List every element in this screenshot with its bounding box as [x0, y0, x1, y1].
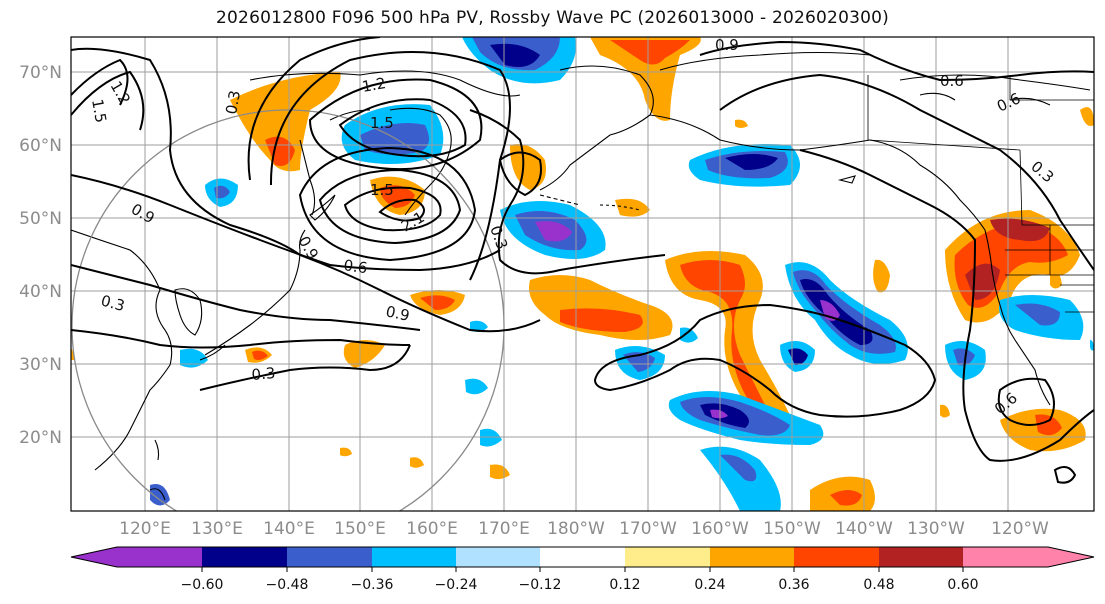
contour-label: 1.5 [88, 98, 110, 125]
contour-label: 1.5 [370, 114, 394, 132]
colorbar-segment [625, 547, 710, 567]
map-plot-area: 1.2 1.5 0.9 0.6 0.3 1.2 1.5 1.5 0.9 0.6 … [71, 36, 1094, 511]
colorbar-segment [963, 547, 1048, 567]
colorbar-tick-label: −0.60 [181, 577, 224, 593]
colorbar-segment [202, 547, 287, 567]
colorbar-segment [540, 547, 625, 567]
colorbar-tick-label: −0.48 [266, 577, 309, 593]
colorbar-outline [70, 546, 1095, 568]
lat-label: 60°N [19, 136, 62, 156]
colorbar: −0.60 −0.48 −0.36 −0.24 −0.12 0.12 0.24 … [70, 546, 1095, 593]
contour-label: 0.3 [99, 291, 127, 315]
distance-circle [71, 109, 505, 511]
map-title: 2026012800 F096 500 hPa PV, Rossby Wave … [216, 8, 889, 28]
contour-label: 0.9 [384, 302, 411, 325]
colorbar-tick-label: −0.24 [435, 577, 478, 593]
contour-label: 0.6 [940, 72, 964, 90]
colorbar-segment [456, 547, 540, 567]
pv-shading [71, 37, 1094, 511]
lat-label: 30°N [19, 355, 62, 375]
pv-contours [71, 37, 1094, 484]
colorbar-segment [372, 547, 456, 567]
colorbar-extend-right [1048, 547, 1094, 567]
lon-label: 170°E [478, 519, 530, 539]
colorbar-segment [710, 547, 794, 567]
contour-label: 0.3 [222, 89, 244, 116]
colorbar-tick-label: −0.12 [519, 577, 562, 593]
lat-label: 20°N [19, 428, 62, 448]
colorbar-extend-left [71, 547, 117, 567]
lat-label: 40°N [19, 282, 62, 302]
contour-label: 1.2 [361, 74, 388, 96]
coastlines [71, 51, 1091, 501]
lon-label: 140°E [263, 519, 315, 539]
lon-label: 160°E [406, 519, 458, 539]
colorbar-tick-label: −0.36 [351, 577, 394, 593]
colorbar-tick-label: 0.48 [863, 577, 894, 593]
lon-label: 130°E [191, 519, 243, 539]
graticule [71, 37, 1094, 511]
colorbar-segment [794, 547, 879, 567]
colorbar-segment [879, 547, 963, 567]
lon-label: 150°W [763, 519, 821, 539]
colorbar-tick-label: 0.60 [947, 577, 978, 593]
lat-label: 70°N [19, 63, 62, 83]
colorbar-tick-label: 0.36 [778, 577, 809, 593]
lon-label: 120°E [119, 519, 171, 539]
colorbar-tick-label: 0.12 [609, 577, 640, 593]
longitude-labels: 120°E 130°E 140°E 150°E 160°E 170°E 180°… [119, 519, 1049, 539]
lon-label: 150°E [334, 519, 386, 539]
contour-label: 1.5 [370, 181, 394, 199]
lon-label: 140°W [835, 519, 893, 539]
colorbar-tick-label: 0.24 [694, 577, 725, 593]
colorbar-segment [287, 547, 372, 567]
lon-label: 120°W [991, 519, 1049, 539]
contour-label: 0.3 [251, 364, 276, 384]
lon-label: 160°W [691, 519, 749, 539]
lon-label: 170°W [619, 519, 677, 539]
contour-label: 0.6 [342, 256, 368, 277]
lat-label: 50°N [19, 209, 62, 229]
map-frame [70, 36, 1095, 512]
lon-label: 130°W [907, 519, 965, 539]
contour-label: 0.9 [715, 36, 739, 54]
latitude-labels: 70°N 60°N 50°N 40°N 30°N 20°N [19, 63, 62, 448]
lon-label: 180°W [547, 519, 605, 539]
colorbar-segment [117, 547, 202, 567]
